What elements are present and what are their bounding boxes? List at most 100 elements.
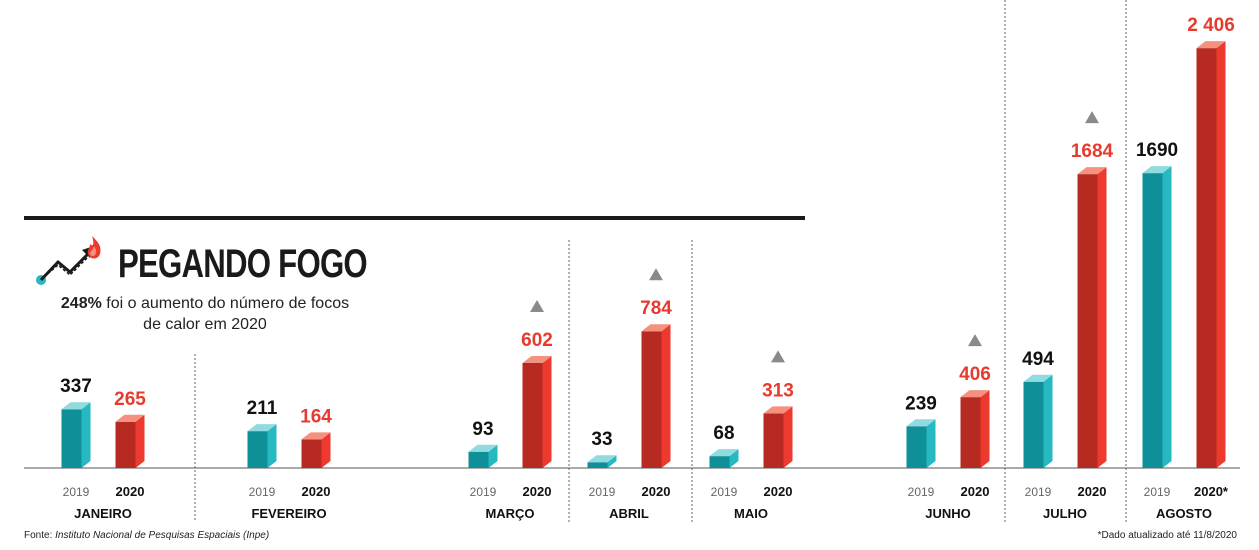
year-label-2019: 2019 bbox=[63, 485, 90, 499]
month-label: AGOSTO bbox=[1156, 506, 1212, 521]
year-label-2020: 2020 bbox=[523, 484, 552, 499]
month-label: FEVEREIRO bbox=[251, 506, 326, 521]
bar-2019-2-side bbox=[488, 444, 498, 468]
bar-2020-3-top bbox=[641, 324, 671, 332]
bar-2020-2-top bbox=[522, 355, 552, 363]
bar-2019-6-side bbox=[1043, 374, 1053, 468]
value-label-2019: 93 bbox=[472, 419, 493, 440]
month-label: JUNHO bbox=[925, 506, 971, 521]
footnote: *Dado atualizado até 11/8/2020 bbox=[1097, 530, 1237, 541]
year-label-2020: 2020 bbox=[764, 484, 793, 499]
value-label-2020: 602 bbox=[521, 330, 553, 351]
year-label-2019: 2019 bbox=[589, 485, 616, 499]
value-label-2020: 2 406 bbox=[1187, 15, 1235, 36]
value-label-2019: 494 bbox=[1022, 349, 1054, 370]
bar-2020-5-side bbox=[980, 390, 990, 468]
bar-2020-6-side bbox=[1097, 167, 1107, 468]
increase-arrow-icon bbox=[1085, 111, 1099, 124]
year-label-2020: 2020 bbox=[302, 484, 331, 499]
month-label: JULHO bbox=[1043, 506, 1087, 521]
bar-2020-2-front bbox=[522, 362, 543, 468]
month-label: ABRIL bbox=[609, 506, 649, 521]
year-label-2020: 2020 bbox=[1078, 484, 1107, 499]
source-label: Fonte: bbox=[24, 530, 56, 541]
month-label: JANEIRO bbox=[74, 506, 132, 521]
value-label-2019: 337 bbox=[60, 376, 92, 397]
source-name: Instituto Nacional de Pesquisas Espaciai… bbox=[55, 530, 270, 541]
bar-2020-4-top bbox=[763, 406, 793, 414]
bar-2020-1-front bbox=[301, 439, 322, 468]
value-label-2020: 1684 bbox=[1071, 141, 1114, 162]
year-label-2020: 2020* bbox=[1194, 484, 1229, 499]
bar-2019-3-top bbox=[587, 455, 617, 463]
chart-title: PEGANDO FOGO bbox=[118, 242, 368, 286]
increase-arrow-icon bbox=[530, 299, 544, 312]
chart-subtitle: 248% foi o aumento do número de focos de… bbox=[60, 293, 350, 335]
value-label-2019: 1690 bbox=[1136, 140, 1178, 161]
bar-2019-7-side bbox=[1162, 166, 1172, 468]
value-label-2020: 406 bbox=[959, 364, 991, 385]
subtitle-highlight: 248% bbox=[60, 295, 102, 312]
bar-2019-0-front bbox=[61, 409, 82, 468]
value-label-2020: 784 bbox=[640, 298, 672, 319]
bar-2020-2-side bbox=[542, 355, 552, 468]
year-label-2019: 2019 bbox=[470, 485, 497, 499]
bar-2020-7-top bbox=[1196, 41, 1226, 49]
increase-arrow-icon bbox=[771, 350, 785, 363]
year-label-2020: 2020 bbox=[116, 484, 145, 499]
fire-trend-icon bbox=[36, 236, 101, 285]
bar-2019-1-top bbox=[247, 424, 277, 432]
title-rule bbox=[24, 216, 805, 220]
bar-2019-6-front bbox=[1023, 381, 1044, 468]
bar-2019-7-top bbox=[1142, 166, 1172, 174]
value-label-2019: 211 bbox=[247, 398, 278, 419]
bar-2020-0-top bbox=[115, 414, 145, 422]
bar-2019-1-front bbox=[247, 431, 268, 468]
month-label: MAIO bbox=[734, 506, 768, 521]
value-label-2019: 239 bbox=[905, 393, 937, 414]
value-label-2020: 265 bbox=[114, 389, 146, 410]
bar-2020-3-front bbox=[641, 331, 662, 468]
year-label-2019: 2019 bbox=[908, 485, 935, 499]
value-label-2020: 164 bbox=[300, 406, 332, 427]
bar-2020-3-side bbox=[661, 324, 671, 468]
bar-2020-1-side bbox=[321, 432, 331, 468]
bar-2019-2-top bbox=[468, 444, 498, 452]
bar-2020-0-side bbox=[135, 414, 145, 468]
value-label-2020: 313 bbox=[762, 380, 794, 401]
bar-2019-3-side bbox=[607, 455, 617, 468]
year-label-2019: 2019 bbox=[1144, 485, 1171, 499]
bar-2019-4-front bbox=[709, 456, 730, 468]
bar-2020-5-front bbox=[960, 397, 981, 468]
bar-2019-1-side bbox=[267, 424, 277, 468]
bar-2020-4-side bbox=[783, 406, 793, 468]
bar-2020-7-front bbox=[1196, 48, 1217, 468]
bar-2020-4-front bbox=[763, 413, 784, 468]
bar-2020-7-side bbox=[1216, 41, 1226, 468]
year-label-2019: 2019 bbox=[711, 485, 738, 499]
bar-2020-6-front bbox=[1077, 174, 1098, 468]
bar-2019-5-top bbox=[906, 419, 936, 427]
value-label-2019: 33 bbox=[591, 429, 612, 450]
bar-2019-3-front bbox=[587, 462, 608, 468]
year-label-2020: 2020 bbox=[642, 484, 671, 499]
bar-2019-6-top bbox=[1023, 374, 1053, 382]
month-label: MARÇO bbox=[485, 506, 534, 521]
bar-2020-6-top bbox=[1077, 167, 1107, 175]
bar-2019-7-front bbox=[1142, 173, 1163, 468]
bar-2019-0-top bbox=[61, 402, 91, 410]
source-note: Fonte: Instituto Nacional de Pesquisas E… bbox=[24, 530, 269, 541]
bar-2019-2-front bbox=[468, 451, 489, 468]
year-label-2019: 2019 bbox=[1025, 485, 1052, 499]
bar-2020-0-front bbox=[115, 421, 136, 468]
bar-2019-0-side bbox=[81, 402, 91, 468]
bar-2019-4-top bbox=[709, 449, 739, 457]
bar-2019-5-side bbox=[926, 419, 936, 468]
value-label-2019: 68 bbox=[713, 423, 734, 444]
year-label-2019: 2019 bbox=[249, 485, 276, 499]
increase-arrow-icon bbox=[968, 334, 982, 347]
bar-2019-5-front bbox=[906, 426, 927, 468]
increase-arrow-icon bbox=[649, 268, 663, 281]
